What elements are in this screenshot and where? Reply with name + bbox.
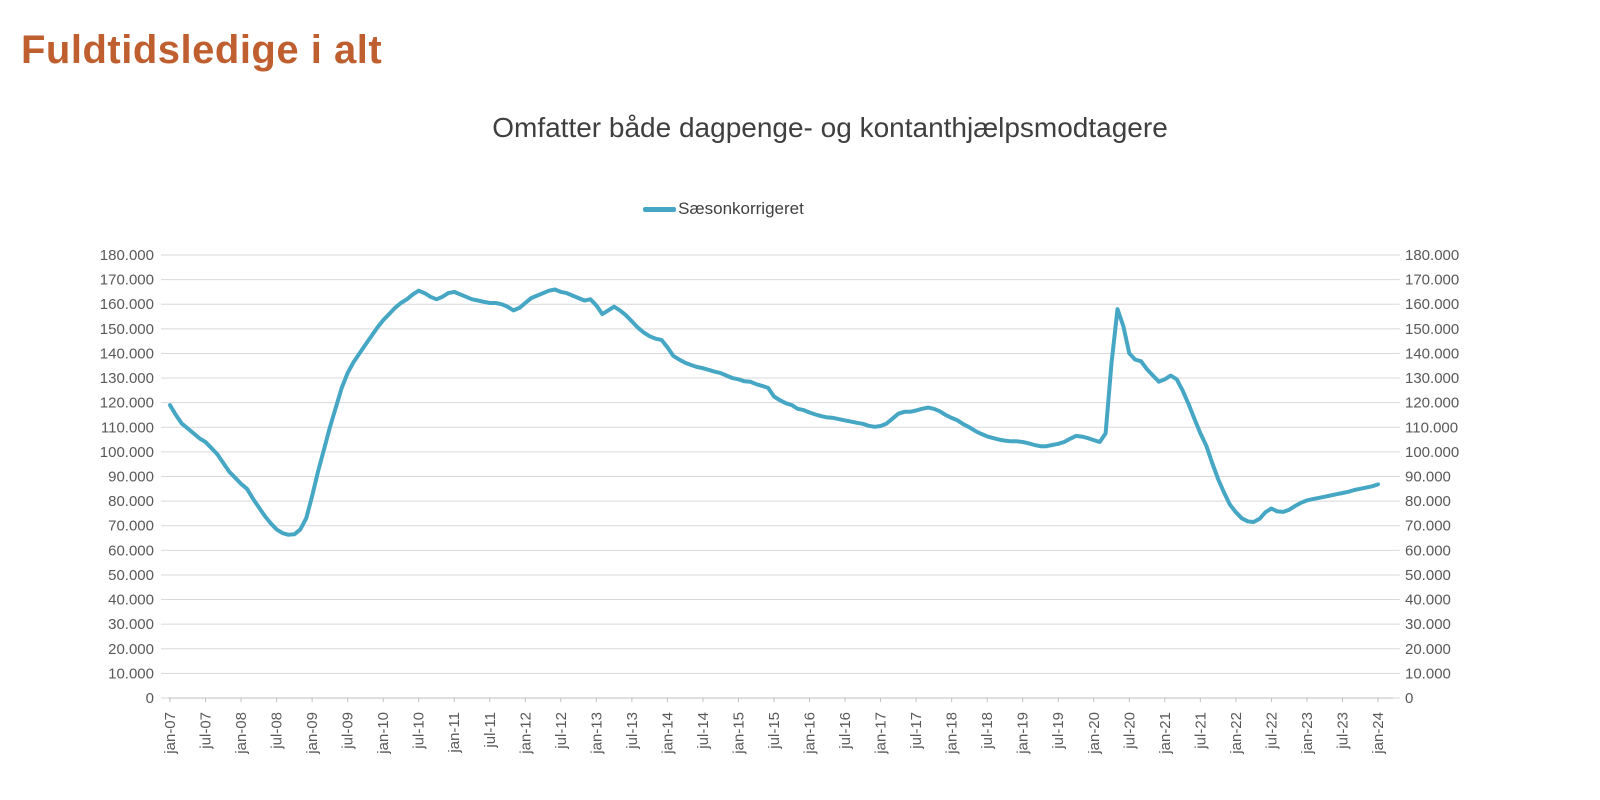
svg-text:160.000: 160.000 [100, 296, 154, 313]
svg-text:0: 0 [146, 690, 154, 707]
svg-text:120.000: 120.000 [1405, 395, 1459, 412]
svg-text:jan-07: jan-07 [162, 712, 179, 755]
svg-text:jan-13: jan-13 [588, 712, 605, 755]
svg-text:jul-19: jul-19 [1050, 712, 1067, 750]
svg-text:jul-22: jul-22 [1263, 712, 1280, 750]
svg-text:jul-20: jul-20 [1121, 712, 1138, 750]
svg-text:jan-18: jan-18 [944, 712, 961, 755]
x-axis-labels: jan-07 jul-07 jan-08 jul-08 jan-09 jul-09 jan-… [162, 698, 1387, 755]
svg-text:170.000: 170.000 [1405, 272, 1459, 289]
y-axis-labels-left: 0 10.000 20.000 30.000 40.000 50.000 60.000 70.… [100, 247, 154, 707]
svg-text:jan-16: jan-16 [802, 712, 819, 755]
svg-text:jul-17: jul-17 [908, 712, 925, 750]
svg-text:jan-17: jan-17 [873, 712, 890, 755]
svg-text:20.000: 20.000 [1405, 641, 1451, 658]
svg-text:jan-10: jan-10 [375, 712, 392, 755]
svg-text:70.000: 70.000 [108, 518, 154, 535]
svg-text:10.000: 10.000 [108, 665, 154, 682]
svg-text:jan-23: jan-23 [1299, 712, 1316, 755]
svg-text:jul-08: jul-08 [269, 712, 286, 750]
svg-text:100.000: 100.000 [1405, 444, 1459, 461]
svg-text:180.000: 180.000 [100, 247, 154, 264]
svg-text:10.000: 10.000 [1405, 665, 1451, 682]
svg-text:jan-20: jan-20 [1086, 712, 1103, 755]
svg-text:jan-12: jan-12 [517, 712, 534, 755]
svg-text:jul-16: jul-16 [837, 712, 854, 750]
svg-text:160.000: 160.000 [1405, 296, 1459, 313]
svg-text:70.000: 70.000 [1405, 518, 1451, 535]
svg-text:jan-15: jan-15 [730, 712, 747, 755]
svg-text:150.000: 150.000 [1405, 321, 1459, 338]
svg-text:20.000: 20.000 [108, 641, 154, 658]
svg-text:jul-10: jul-10 [411, 712, 428, 750]
svg-text:jan-09: jan-09 [304, 712, 321, 755]
svg-text:80.000: 80.000 [108, 493, 154, 510]
chart-legend: Sæsonkorrigeret [111, 199, 1336, 219]
svg-text:jul-14: jul-14 [695, 712, 712, 750]
svg-text:130.000: 130.000 [1405, 370, 1459, 387]
svg-text:0: 0 [1405, 690, 1413, 707]
page-title: Fuldtidsledige i alt [21, 28, 383, 72]
svg-text:100.000: 100.000 [100, 444, 154, 461]
svg-text:jul-09: jul-09 [340, 712, 357, 750]
svg-text:90.000: 90.000 [108, 469, 154, 486]
svg-text:60.000: 60.000 [1405, 542, 1451, 559]
svg-text:jan-19: jan-19 [1015, 712, 1032, 755]
svg-text:180.000: 180.000 [1405, 247, 1459, 264]
svg-text:jan-11: jan-11 [446, 712, 463, 754]
svg-text:jan-24: jan-24 [1370, 712, 1387, 755]
svg-text:120.000: 120.000 [100, 395, 154, 412]
legend-series-label: Sæsonkorrigeret [678, 199, 804, 218]
gridlines [161, 254, 1400, 699]
series-line-saesonkorrigeret [168, 287, 1380, 537]
svg-text:50.000: 50.000 [108, 567, 154, 584]
svg-text:jul-12: jul-12 [553, 712, 570, 750]
svg-text:jan-21: jan-21 [1157, 712, 1174, 755]
svg-text:30.000: 30.000 [108, 616, 154, 633]
svg-text:150.000: 150.000 [100, 321, 154, 338]
svg-text:jul-18: jul-18 [979, 712, 996, 750]
svg-text:80.000: 80.000 [1405, 493, 1451, 510]
chart-subtitle: Omfatter både dagpenge- og kontanthjælps… [492, 112, 1168, 143]
svg-text:50.000: 50.000 [1405, 567, 1451, 584]
svg-text:90.000: 90.000 [1405, 469, 1451, 486]
svg-text:jul-11: jul-11 [482, 712, 499, 749]
svg-text:60.000: 60.000 [108, 542, 154, 559]
svg-text:110.000: 110.000 [1405, 419, 1458, 436]
legend-line-swatch-icon [643, 206, 677, 212]
svg-text:30.000: 30.000 [1405, 616, 1451, 633]
svg-text:130.000: 130.000 [100, 370, 154, 387]
svg-text:140.000: 140.000 [1405, 345, 1459, 362]
svg-text:jan-14: jan-14 [659, 712, 676, 755]
svg-text:jan-22: jan-22 [1228, 712, 1245, 755]
svg-text:110.000: 110.000 [101, 419, 154, 436]
svg-text:jul-21: jul-21 [1192, 712, 1209, 750]
svg-text:40.000: 40.000 [1405, 592, 1451, 609]
svg-text:jul-15: jul-15 [766, 712, 783, 750]
svg-text:jan-08: jan-08 [233, 712, 250, 755]
svg-text:jul-07: jul-07 [198, 712, 215, 750]
y-axis-labels-right: 0 10.000 20.000 30.000 40.000 50.000 60.000 70.… [1405, 247, 1459, 707]
svg-text:140.000: 140.000 [100, 345, 154, 362]
svg-text:jul-23: jul-23 [1334, 712, 1351, 750]
svg-text:jul-13: jul-13 [624, 712, 641, 750]
svg-text:170.000: 170.000 [100, 272, 154, 289]
svg-text:40.000: 40.000 [108, 592, 154, 609]
